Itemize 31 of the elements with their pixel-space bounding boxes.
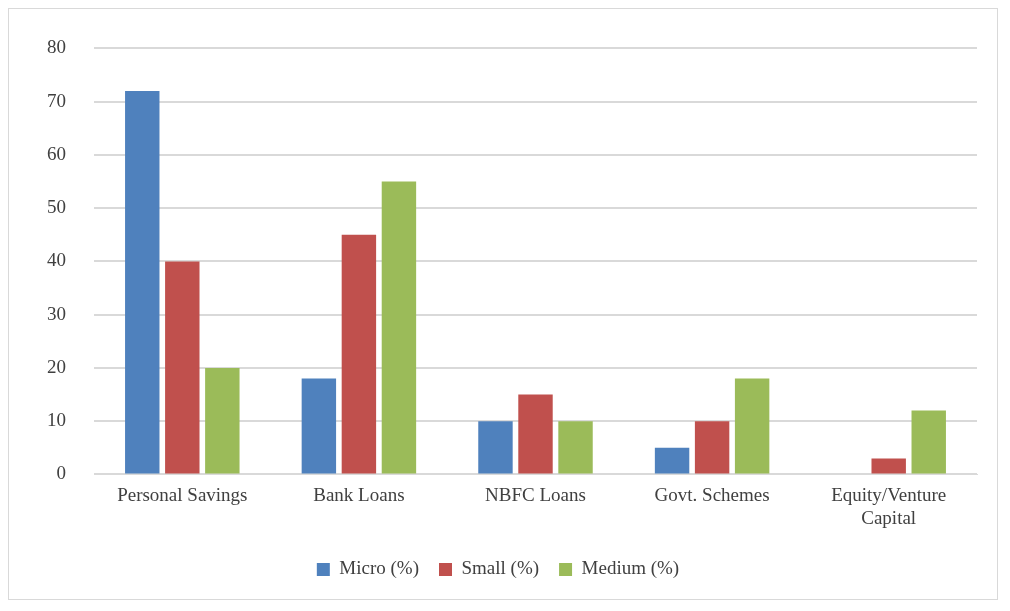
bar [165,261,200,474]
y-tick-label: 10 [47,409,66,431]
bar [734,378,770,474]
bar [478,421,513,474]
bar [301,378,337,474]
x-tick-label: NBFC Loans [485,483,586,505]
y-tick-label: 50 [47,196,66,218]
bar [205,367,240,474]
y-tick-label: 70 [47,89,66,111]
y-tick-label: 30 [47,302,66,324]
y-tick-label: 0 [56,462,66,484]
bar [694,421,730,474]
y-tick-label: 20 [47,355,66,377]
bar [558,421,593,474]
bar [518,394,553,474]
legend-label: Small (%) [461,557,540,580]
x-tick-label: Bank Loans [313,483,405,505]
bar [125,91,160,474]
legend-label: Medium (%) [581,557,680,580]
bar [871,458,906,474]
legend-label: Micro (%) [339,557,419,580]
x-tick-label: Govt. Schemes [654,483,770,505]
y-tick-label: 40 [47,249,66,271]
x-tick-label: Equity/Venture Capital [831,483,947,528]
bar [911,410,946,474]
x-tick-label: Personal Savings [117,483,248,505]
bar [654,447,690,474]
y-tick-label: 80 [47,36,66,58]
y-tick-label: 60 [47,142,66,164]
bar [341,234,377,474]
bar [381,181,417,474]
